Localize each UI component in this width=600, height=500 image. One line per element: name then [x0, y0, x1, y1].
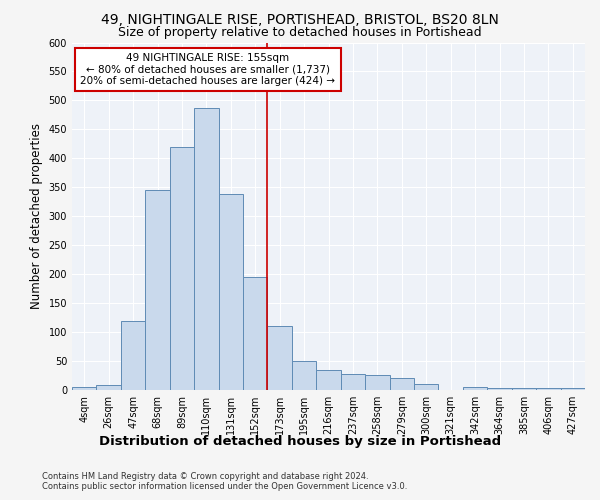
Bar — [316, 370, 341, 390]
Text: Distribution of detached houses by size in Portishead: Distribution of detached houses by size … — [99, 434, 501, 448]
Bar — [194, 108, 218, 390]
Bar — [389, 378, 414, 390]
Bar — [72, 386, 97, 390]
Bar — [487, 388, 512, 390]
Bar — [560, 388, 585, 390]
Text: Contains public sector information licensed under the Open Government Licence v3: Contains public sector information licen… — [42, 482, 407, 491]
Bar — [97, 386, 121, 390]
Bar — [121, 320, 145, 390]
Bar — [145, 190, 170, 390]
Text: Size of property relative to detached houses in Portishead: Size of property relative to detached ho… — [118, 26, 482, 39]
Bar — [292, 361, 316, 390]
Bar — [268, 326, 292, 390]
Bar — [218, 194, 243, 390]
Bar — [463, 387, 487, 390]
Bar — [512, 388, 536, 390]
Bar — [341, 374, 365, 390]
Text: 49, NIGHTINGALE RISE, PORTISHEAD, BRISTOL, BS20 8LN: 49, NIGHTINGALE RISE, PORTISHEAD, BRISTO… — [101, 12, 499, 26]
Bar — [243, 277, 268, 390]
Text: 49 NIGHTINGALE RISE: 155sqm
← 80% of detached houses are smaller (1,737)
20% of : 49 NIGHTINGALE RISE: 155sqm ← 80% of det… — [80, 53, 335, 86]
Bar — [170, 147, 194, 390]
Y-axis label: Number of detached properties: Number of detached properties — [30, 123, 43, 309]
Text: Contains HM Land Registry data © Crown copyright and database right 2024.: Contains HM Land Registry data © Crown c… — [42, 472, 368, 481]
Bar — [365, 375, 389, 390]
Bar — [536, 388, 560, 390]
Bar — [414, 384, 439, 390]
